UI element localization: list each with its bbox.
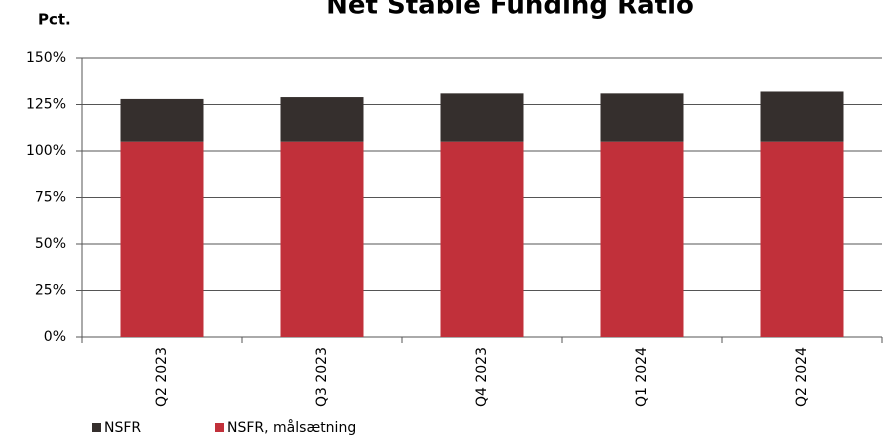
legend-label: NSFR bbox=[104, 420, 141, 435]
bar-segment bbox=[600, 141, 684, 337]
x-tick-label: Q2 2024 bbox=[794, 347, 810, 407]
bar-segment bbox=[760, 141, 844, 337]
x-tick-label: Q3 2023 bbox=[314, 347, 330, 407]
bar-segment bbox=[280, 141, 364, 337]
bar-segment bbox=[600, 93, 684, 142]
bar-segment bbox=[120, 141, 204, 337]
bar-segment bbox=[280, 97, 364, 142]
y-tick-label: 0% bbox=[44, 329, 66, 345]
y-tick-label: 100% bbox=[26, 143, 66, 159]
bar-segment bbox=[440, 141, 524, 337]
chart-title: Net Stable Funding Ratio bbox=[326, 0, 694, 21]
x-tick-label: Q1 2024 bbox=[634, 347, 650, 407]
y-axis-label: Pct. bbox=[38, 11, 71, 29]
legend-label: NSFR, målsætning bbox=[227, 419, 356, 435]
bar-segment bbox=[440, 93, 524, 142]
y-tick-label: 75% bbox=[35, 190, 66, 206]
y-tick-label: 150% bbox=[26, 50, 66, 66]
bar-segment bbox=[760, 91, 844, 142]
x-tick-label: Q4 2023 bbox=[474, 347, 490, 407]
y-tick-label: 125% bbox=[26, 97, 66, 113]
x-tick-label: Q2 2023 bbox=[154, 347, 170, 407]
legend-swatch bbox=[92, 423, 101, 432]
y-tick-label: 25% bbox=[35, 283, 66, 299]
bar-segment bbox=[120, 98, 204, 142]
y-tick-label: 50% bbox=[35, 236, 66, 252]
legend-swatch bbox=[215, 423, 224, 432]
